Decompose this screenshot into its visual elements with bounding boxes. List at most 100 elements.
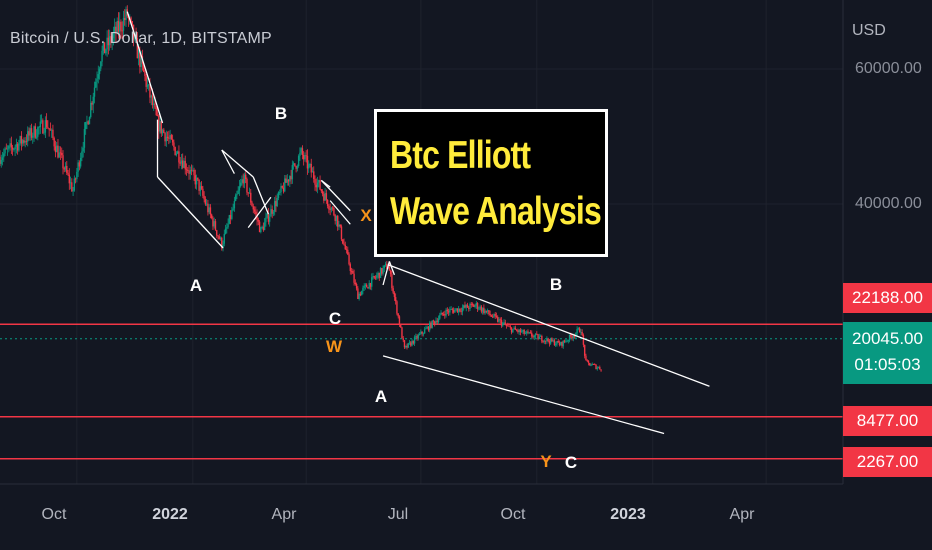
candle-body (460, 310, 462, 312)
candle-body (198, 179, 200, 191)
candle-body (512, 329, 514, 333)
wave-label-x[interactable]: X (360, 206, 372, 225)
candle-body (38, 127, 40, 128)
candle-body (147, 84, 150, 86)
candle-body (402, 338, 404, 341)
candle-body (320, 189, 323, 192)
time-tick-2022: 2022 (152, 506, 188, 523)
candle-body (590, 365, 592, 366)
wave-label-c-2[interactable]: C (564, 453, 578, 472)
candle-body (229, 215, 232, 219)
candle-body (290, 176, 292, 180)
candle-body (207, 203, 209, 213)
candle-body (459, 308, 461, 311)
candle-body (498, 319, 500, 322)
candle-body (19, 136, 21, 143)
candle-body (417, 334, 420, 339)
candle-body (29, 128, 31, 136)
candle-body (376, 275, 378, 278)
candle-body (363, 285, 365, 288)
candle-body (567, 340, 570, 342)
candle-body (413, 337, 416, 344)
candle-body (242, 179, 244, 184)
candle-body (238, 186, 241, 191)
candle-body (541, 335, 543, 342)
candle-body (100, 61, 102, 69)
candle-body (369, 283, 372, 287)
candle-body (113, 26, 116, 33)
candle-body (160, 121, 162, 134)
candle-body (507, 325, 509, 327)
candle-body (599, 367, 601, 370)
candle-body (168, 138, 170, 139)
candle-body (197, 177, 199, 180)
candle-body (324, 193, 326, 201)
candle-body (394, 297, 397, 302)
candle-body (491, 316, 494, 318)
price-label-22188[interactable]: 22188.00 (843, 283, 932, 313)
candle-body (316, 182, 319, 188)
candle-body (391, 274, 393, 289)
candle-body (243, 174, 246, 184)
candle-body (71, 182, 73, 192)
candle-body (319, 180, 321, 190)
wave-label-a-1[interactable]: A (189, 276, 203, 295)
currency-label[interactable]: USD (852, 22, 886, 39)
candle-body (343, 243, 345, 245)
candle-body (250, 192, 252, 203)
wave-label-w[interactable]: W (325, 337, 343, 356)
candle-body (93, 87, 96, 97)
candle-body (58, 152, 60, 158)
candle-body (539, 335, 542, 337)
candle-body (505, 324, 508, 326)
candle-body (592, 364, 595, 365)
candle-body (418, 333, 421, 335)
candle-body (226, 227, 228, 229)
symbol-title[interactable]: Bitcoin / U.S. Dollar, 1D, BITSTAMP (10, 30, 272, 47)
candle-body (580, 332, 582, 333)
candle-body (246, 179, 248, 193)
wave-label-y[interactable]: Y (540, 452, 552, 471)
candle-body (272, 211, 275, 214)
candle-body (270, 209, 272, 217)
candle-body (277, 192, 280, 199)
candle-body (331, 207, 334, 209)
candle-body (253, 209, 256, 212)
candle-body (537, 334, 539, 340)
candle-body (15, 144, 18, 147)
candle-body (561, 342, 563, 347)
price-label-current[interactable]: 20045.00 01:05:03 (843, 322, 932, 384)
candle-body (412, 340, 415, 344)
price-tick-60000: 60000.00 (855, 60, 922, 77)
candle-body (403, 340, 406, 348)
wave-label-c-1[interactable]: C (328, 309, 342, 328)
candle-body (546, 338, 548, 342)
price-label-2267[interactable]: 2267.00 (843, 447, 932, 477)
candle-body (47, 127, 49, 129)
candle-body (450, 309, 452, 310)
candle-body (161, 129, 164, 134)
candle-body (408, 342, 411, 344)
candle-body (34, 126, 36, 138)
candle-body (234, 195, 237, 202)
candle-body (421, 331, 423, 334)
candle-body (214, 221, 217, 231)
candle-body (485, 310, 488, 312)
candle-body (583, 344, 586, 356)
candle-body (309, 164, 311, 165)
candlestick-series (0, 5, 602, 372)
candle-body (11, 147, 14, 150)
wave-label-a-2[interactable]: A (374, 387, 388, 406)
candle-body (518, 329, 520, 333)
candle-body (90, 102, 92, 118)
wave-label-b-1[interactable]: B (274, 104, 288, 123)
wave-label-b-2[interactable]: B (549, 275, 563, 294)
candle-body (203, 195, 205, 200)
analysis-title-box[interactable]: Btc Elliott Wave Analysis (374, 109, 608, 257)
candle-body (300, 148, 302, 153)
candle-body (280, 186, 282, 193)
candle-body (423, 329, 426, 334)
candle-body (544, 340, 547, 342)
price-label-8477[interactable]: 8477.00 (843, 406, 932, 436)
